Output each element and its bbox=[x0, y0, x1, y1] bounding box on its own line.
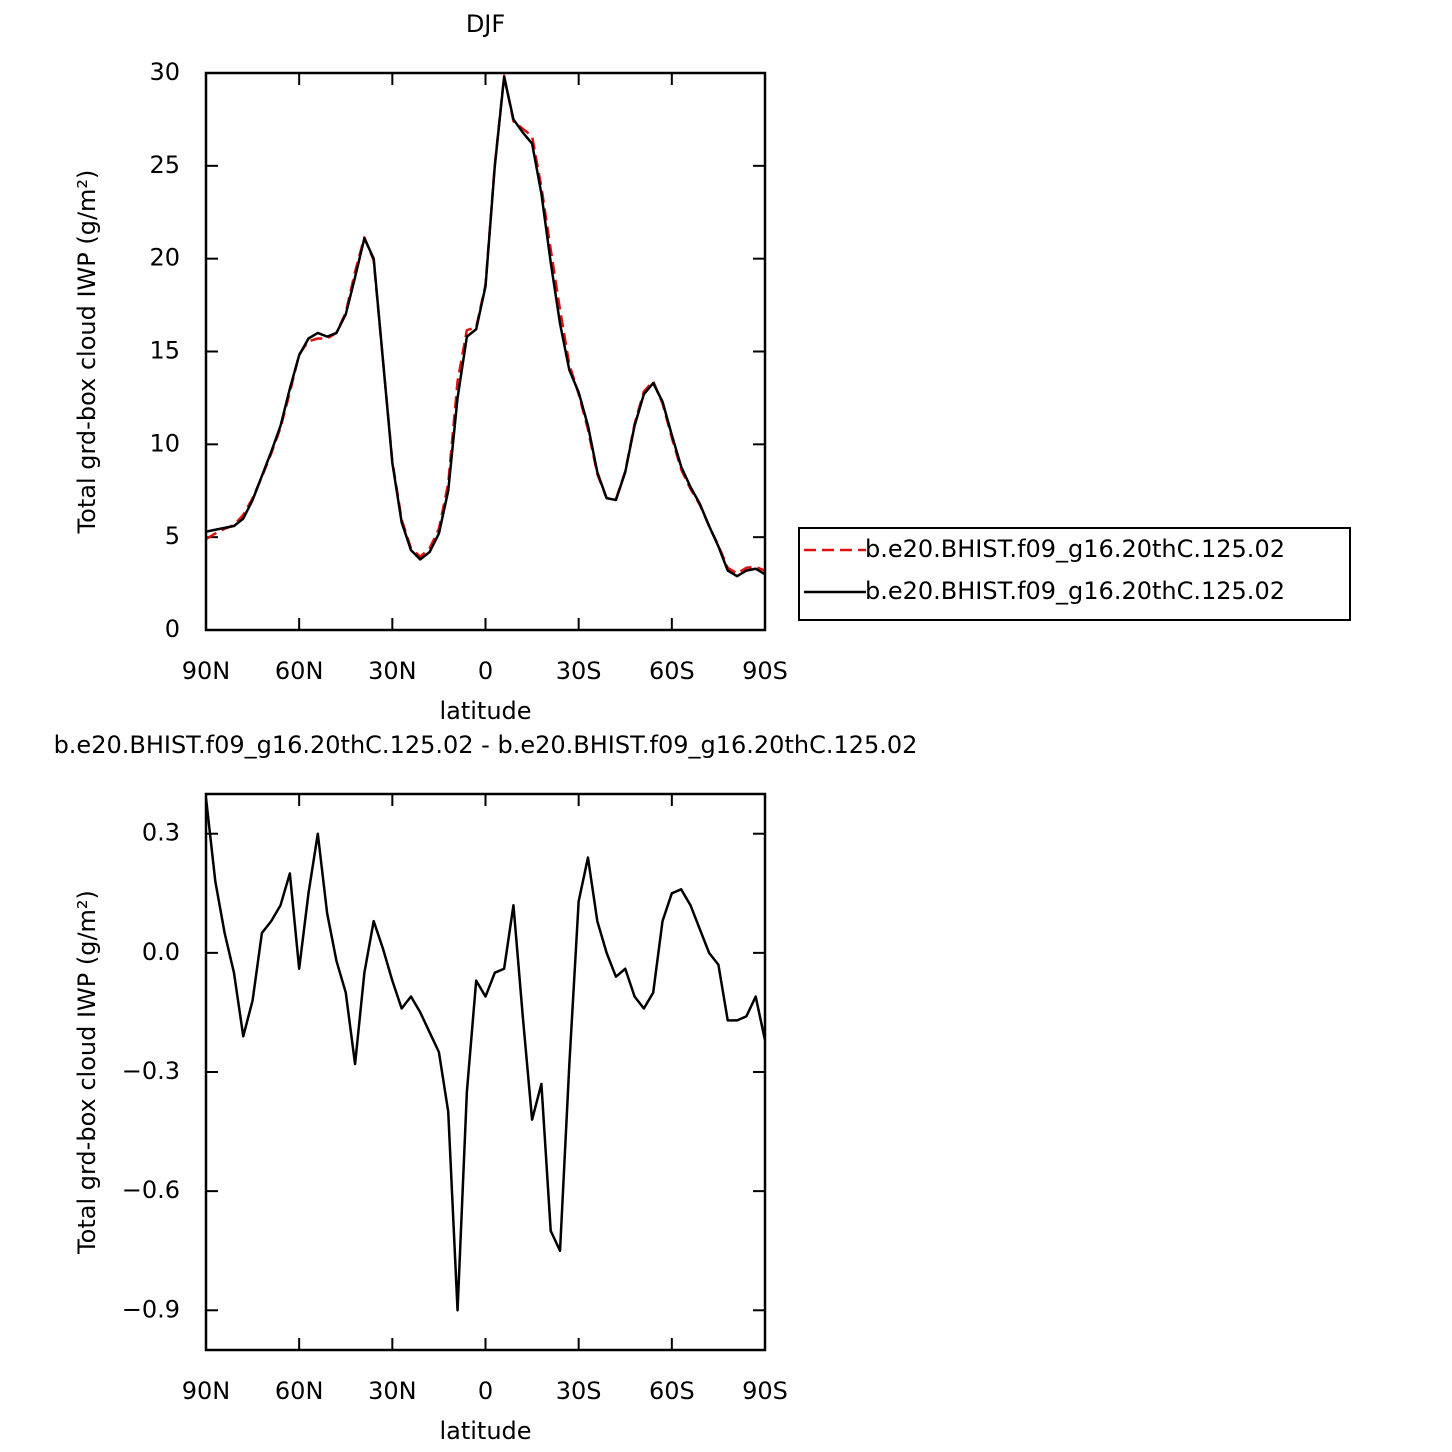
x-tick-label: 90S bbox=[742, 657, 788, 685]
series-line bbox=[206, 75, 765, 578]
x-tick-label: 90N bbox=[182, 657, 231, 685]
y-tick-label: 0.3 bbox=[142, 819, 180, 847]
plot-frame bbox=[204, 71, 767, 632]
x-axis-label: latitude bbox=[439, 697, 531, 725]
y-axis-label: Total grd-box cloud IWP (g/m²) bbox=[73, 170, 101, 535]
y-tick-label: 15 bbox=[149, 337, 180, 365]
y-tick-label: 0 bbox=[165, 615, 180, 643]
y-tick-label: −0.6 bbox=[122, 1176, 180, 1204]
x-tick-label: 60S bbox=[649, 657, 695, 685]
x-tick-label: 60N bbox=[275, 1377, 324, 1405]
y-tick-label: 5 bbox=[165, 522, 180, 550]
y-tick-label: 20 bbox=[149, 244, 180, 272]
y-tick-label: 25 bbox=[149, 151, 180, 179]
x-tick-label: 30S bbox=[556, 1377, 602, 1405]
chart-title: b.e20.BHIST.f09_g16.20thC.125.02 - b.e20… bbox=[54, 731, 918, 759]
series-line bbox=[206, 797, 765, 1312]
legend-label: b.e20.BHIST.f09_g16.20thC.125.02 bbox=[865, 535, 1285, 563]
x-tick-label: 0 bbox=[478, 657, 493, 685]
x-tick-label: 30N bbox=[368, 657, 417, 685]
x-tick-label: 0 bbox=[478, 1377, 493, 1405]
legend-label: b.e20.BHIST.f09_g16.20thC.125.02 bbox=[865, 577, 1285, 605]
x-tick-label: 30S bbox=[556, 657, 602, 685]
y-tick-label: −0.3 bbox=[122, 1057, 180, 1085]
x-tick-label: 90S bbox=[742, 1377, 788, 1405]
y-tick-label: 0.0 bbox=[142, 938, 180, 966]
plot-frame bbox=[204, 792, 767, 1352]
x-tick-label: 30N bbox=[368, 1377, 417, 1405]
y-axis-label: Total grd-box cloud IWP (g/m²) bbox=[73, 890, 101, 1255]
legend-box bbox=[798, 527, 1351, 621]
y-tick-label: −0.9 bbox=[122, 1295, 180, 1323]
x-axis-label: latitude bbox=[439, 1417, 531, 1445]
series-line bbox=[206, 74, 765, 575]
x-tick-label: 90N bbox=[182, 1377, 231, 1405]
x-tick-label: 60N bbox=[275, 657, 324, 685]
chart-title: DJF bbox=[466, 10, 505, 38]
y-tick-label: 30 bbox=[149, 58, 180, 86]
x-tick-label: 60S bbox=[649, 1377, 695, 1405]
y-tick-label: 10 bbox=[149, 429, 180, 457]
